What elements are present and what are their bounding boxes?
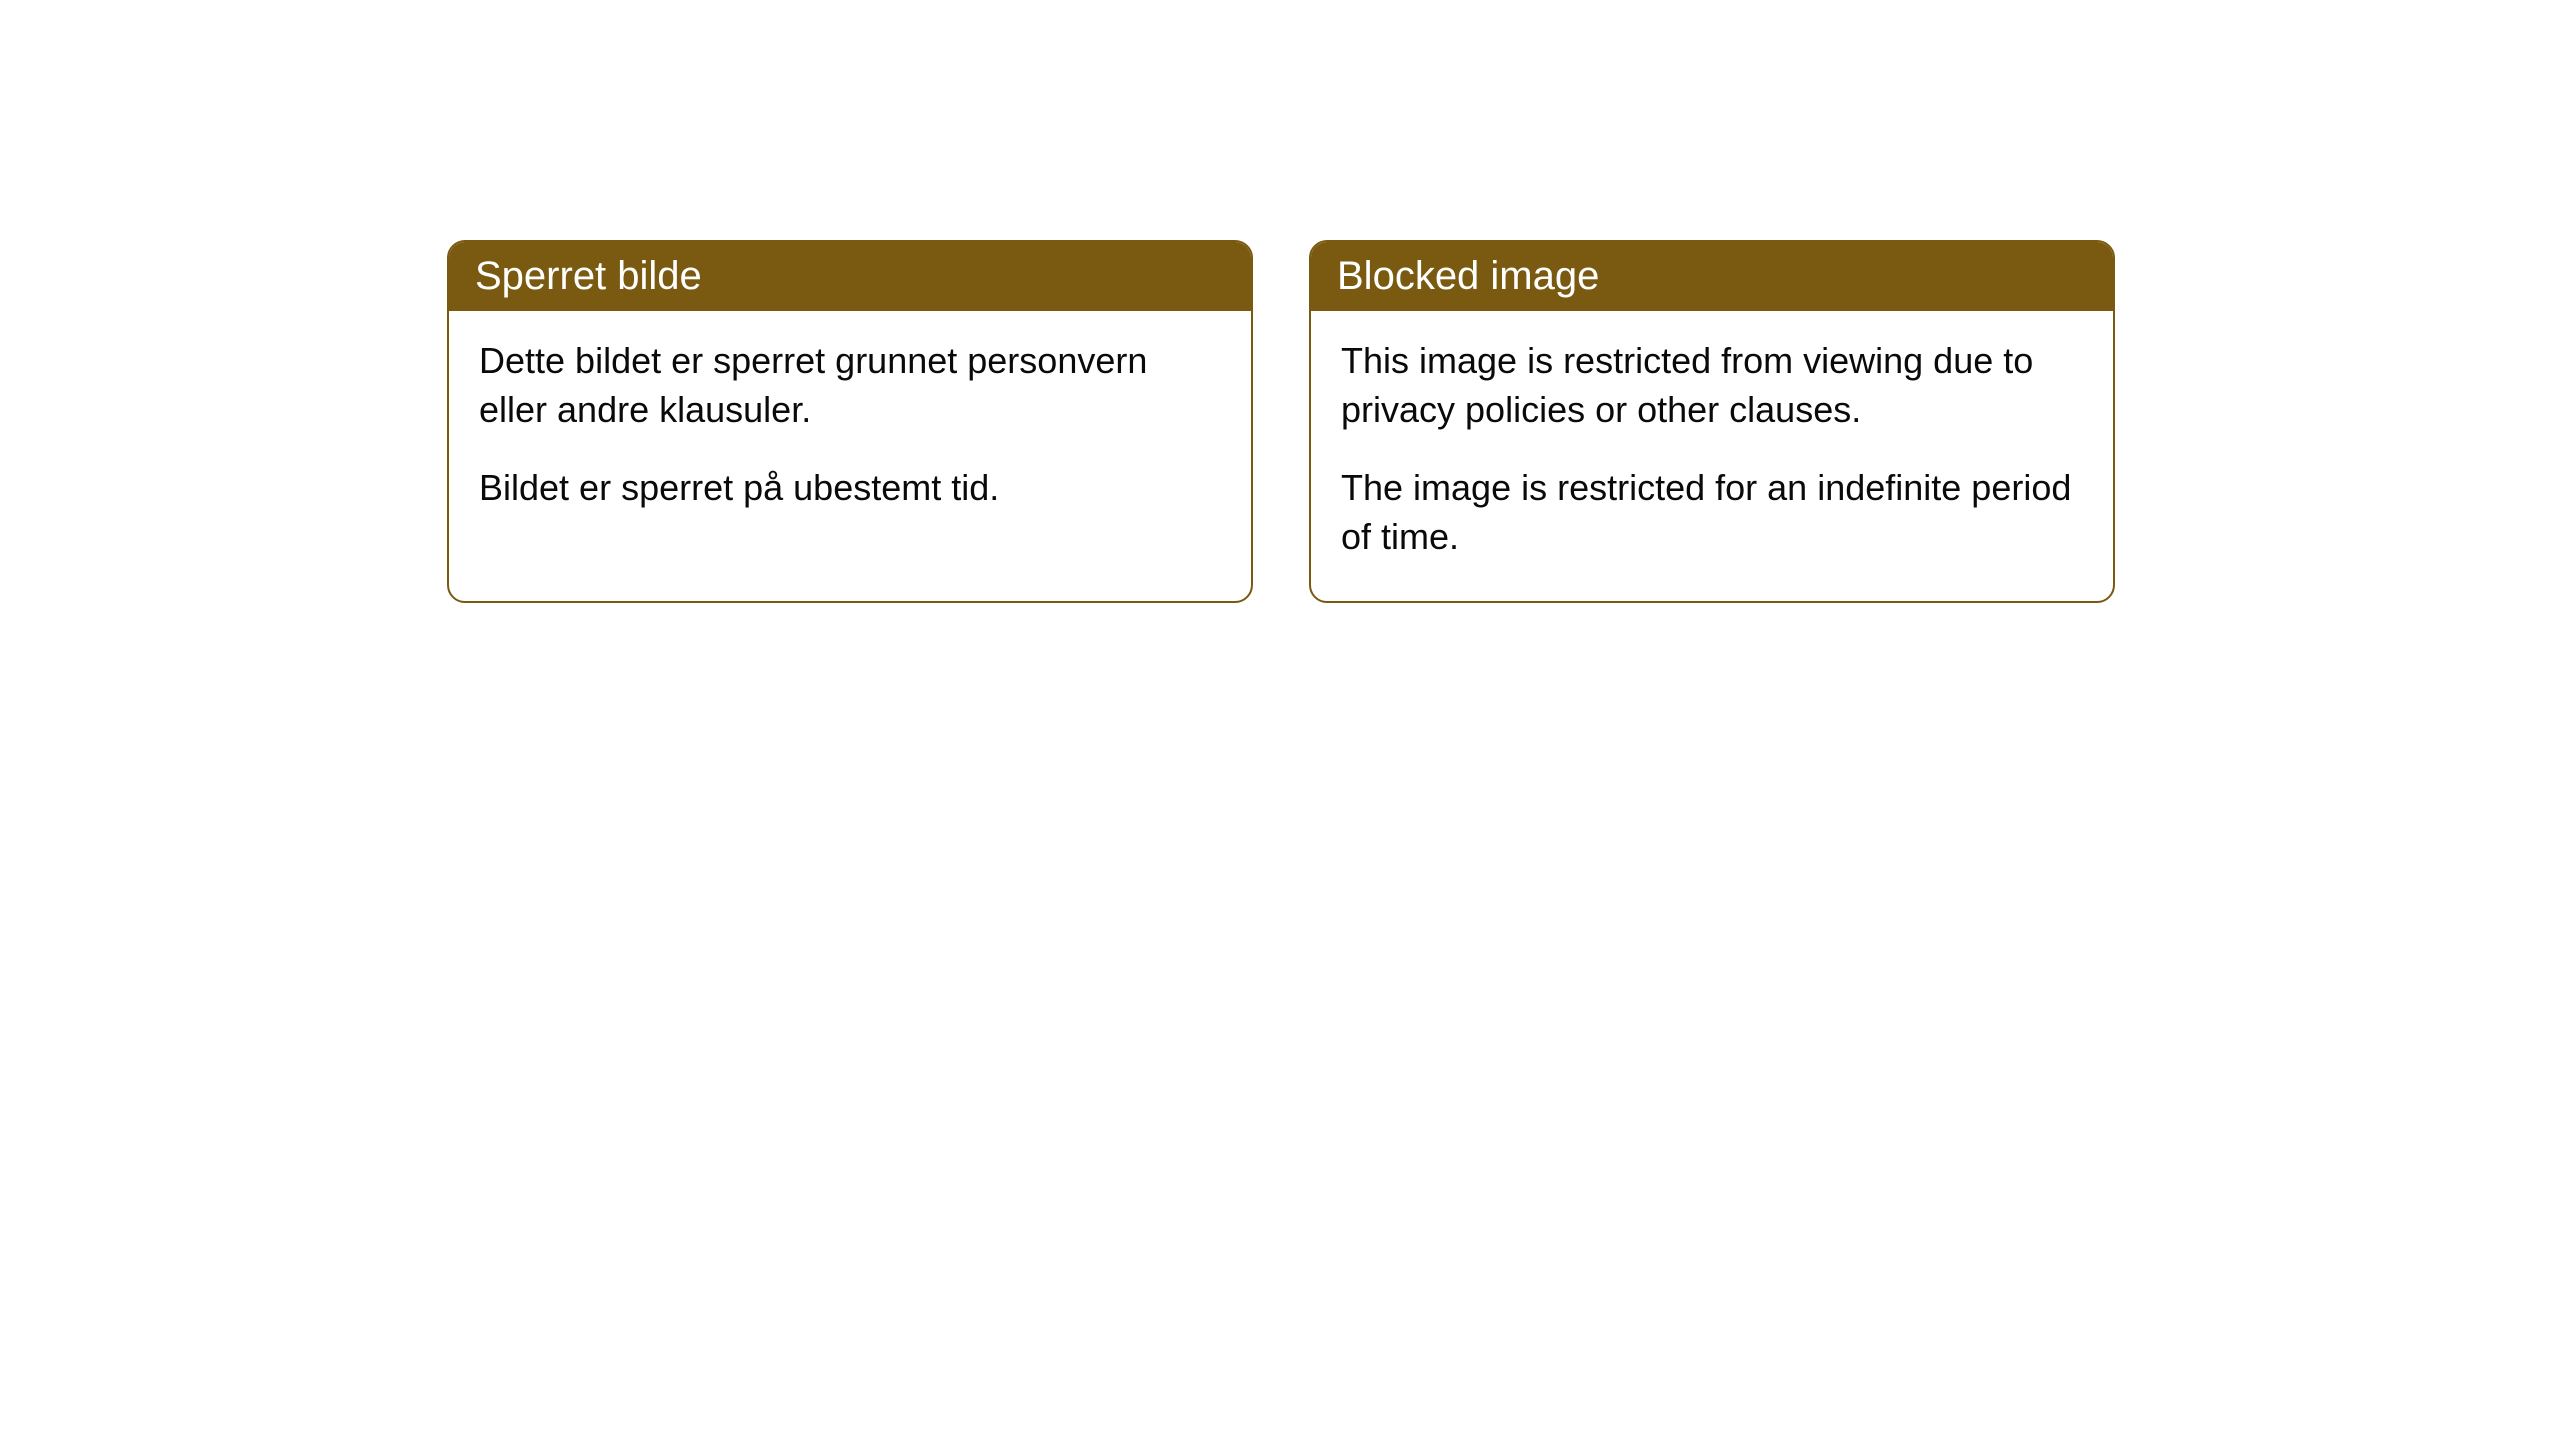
card-header: Sperret bilde <box>449 242 1251 311</box>
card-paragraph: Bildet er sperret på ubestemt tid. <box>479 464 1221 513</box>
card-paragraph: The image is restricted for an indefinit… <box>1341 464 2083 561</box>
card-title: Sperret bilde <box>475 254 702 298</box>
card-paragraph: This image is restricted from viewing du… <box>1341 337 2083 434</box>
notice-cards-row: Sperret bilde Dette bildet er sperret gr… <box>447 240 2115 603</box>
card-body: Dette bildet er sperret grunnet personve… <box>449 311 1251 553</box>
card-paragraph: Dette bildet er sperret grunnet personve… <box>479 337 1221 434</box>
card-body: This image is restricted from viewing du… <box>1311 311 2113 601</box>
blocked-image-card-no: Sperret bilde Dette bildet er sperret gr… <box>447 240 1253 603</box>
card-header: Blocked image <box>1311 242 2113 311</box>
card-title: Blocked image <box>1337 254 1599 298</box>
blocked-image-card-en: Blocked image This image is restricted f… <box>1309 240 2115 603</box>
